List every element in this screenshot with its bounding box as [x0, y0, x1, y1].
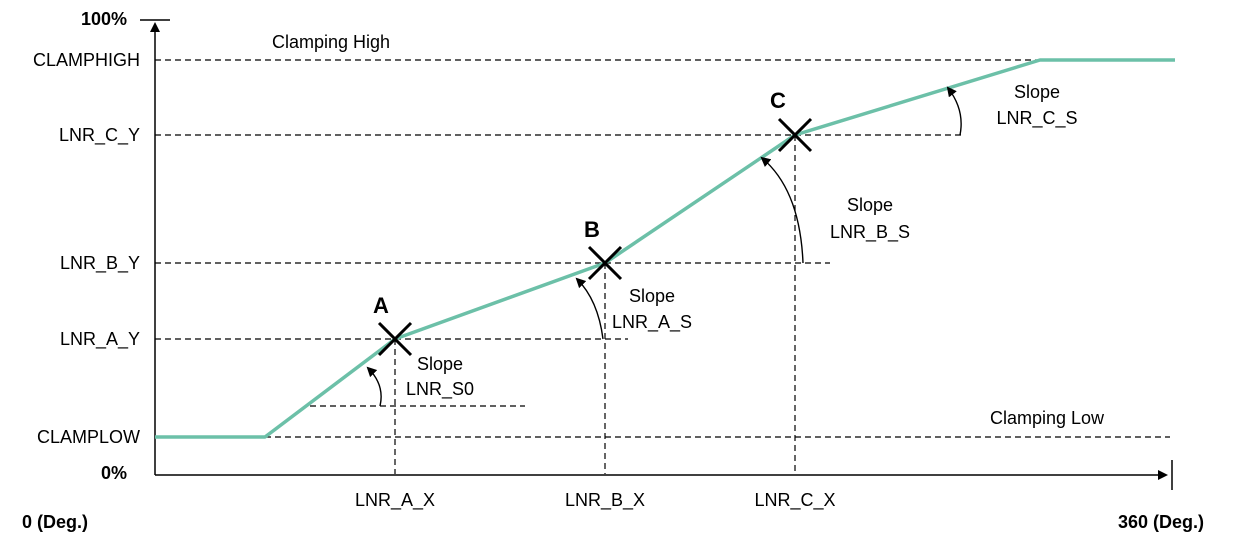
slope-a-name: LNR_A_S [612, 312, 692, 333]
slope-s0-name: LNR_S0 [406, 379, 474, 400]
slope-b-name: LNR_B_S [830, 222, 910, 243]
y-tick-clamphigh: CLAMPHIGH [33, 50, 140, 70]
x-axis-end-label: 360 (Deg.) [1118, 512, 1204, 532]
y-tick-lnr-c-y: LNR_C_Y [59, 125, 140, 146]
slope-c-name: LNR_C_S [996, 108, 1077, 129]
clamping-high-label: Clamping High [272, 32, 390, 52]
x-axis-start-label: 0 (Deg.) [22, 512, 88, 532]
y-tick-lnr-b-y: LNR_B_Y [60, 253, 140, 274]
slope-c-word: Slope [1014, 82, 1060, 102]
slope-c-arc [946, 86, 962, 136]
guide-lines [155, 59, 1170, 474]
y-tick-lnr-a-y: LNR_A_Y [60, 329, 140, 350]
clamping-low-label: Clamping Low [990, 408, 1105, 428]
y-axis-bottom-label: 0% [101, 463, 127, 483]
point-a-marker [377, 321, 413, 357]
point-c-label: C [770, 88, 786, 113]
y-tick-clamplow: CLAMPLOW [37, 427, 140, 447]
slope-a-word: Slope [629, 286, 675, 306]
axes [140, 19, 1173, 490]
point-c-marker [777, 117, 813, 153]
slope-s0-arc [366, 366, 382, 407]
point-b-label: B [584, 217, 600, 242]
slope-b-arc [760, 156, 804, 264]
slope-a-arc [575, 277, 604, 340]
point-a-label: A [373, 293, 389, 318]
point-b-marker [587, 245, 623, 281]
y-axis-top-label: 100% [81, 9, 127, 29]
x-tick-lnr-b-x: LNR_B_X [565, 490, 645, 511]
slope-b-word: Slope [847, 195, 893, 215]
x-tick-lnr-c-x: LNR_C_X [754, 490, 835, 511]
x-tick-lnr-a-x: LNR_A_X [355, 490, 435, 511]
slope-s0-word: Slope [417, 354, 463, 374]
